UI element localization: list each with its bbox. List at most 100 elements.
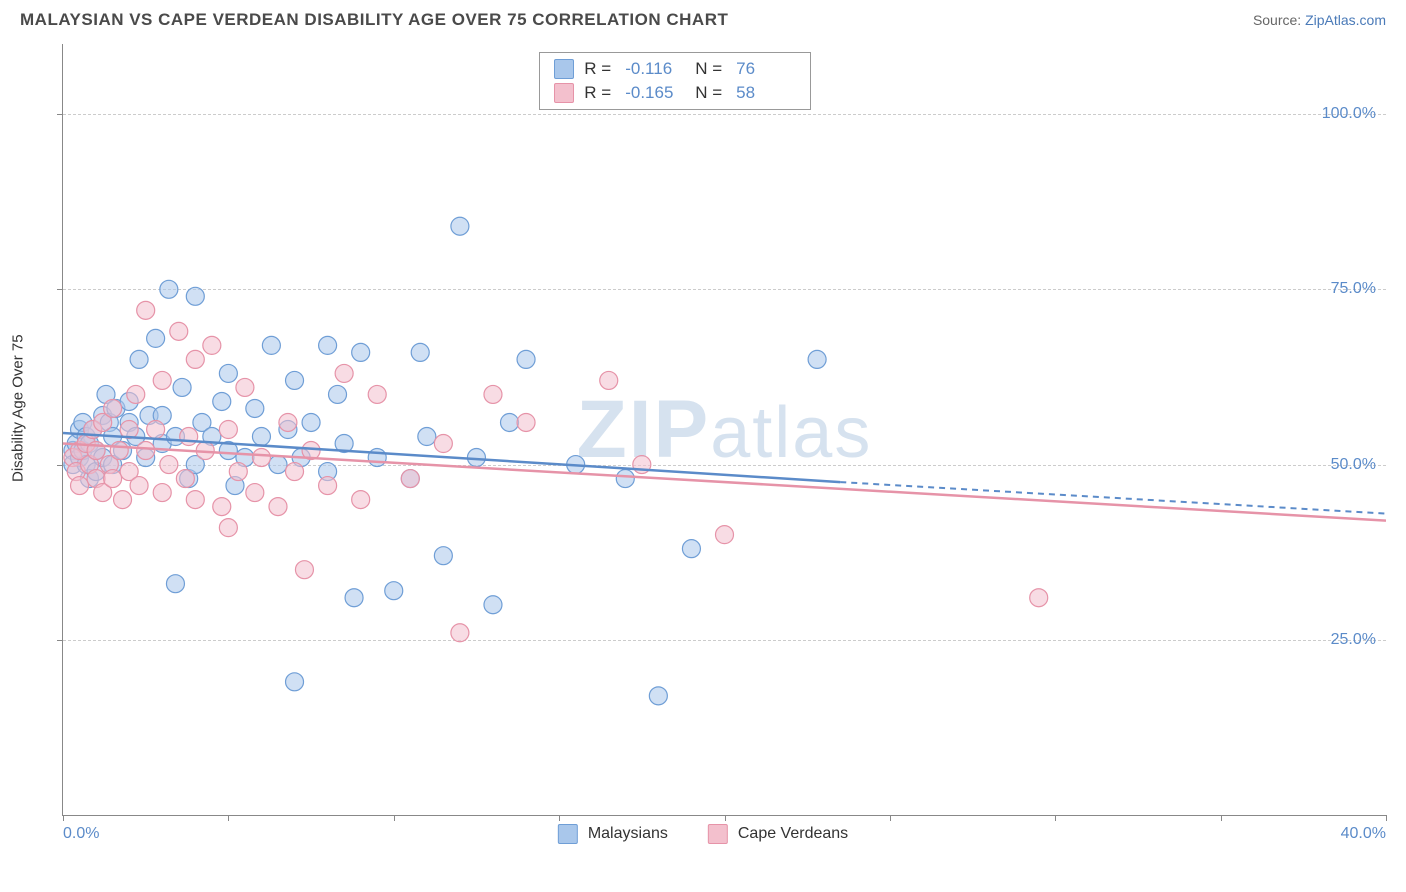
scatter-point — [716, 526, 734, 544]
scatter-point — [213, 392, 231, 410]
scatter-point — [451, 624, 469, 642]
scatter-point — [279, 413, 297, 431]
legend-n-label: N = — [695, 59, 722, 79]
scatter-point — [147, 329, 165, 347]
x-tick-label: 40.0% — [1341, 825, 1386, 843]
scatter-point — [345, 589, 363, 607]
scatter-point — [286, 463, 304, 481]
source-link[interactable]: ZipAtlas.com — [1305, 12, 1386, 28]
trend-line-extrapolated — [840, 482, 1386, 514]
scatter-point — [229, 463, 247, 481]
y-axis-label: Disability Age Over 75 — [10, 334, 27, 482]
scatter-point — [352, 343, 370, 361]
legend-swatch-icon — [554, 59, 574, 79]
legend-series-label: Cape Verdeans — [738, 825, 848, 843]
legend-n-label: N = — [695, 83, 722, 103]
x-tick-mark — [1221, 815, 1222, 821]
scatter-point — [434, 435, 452, 453]
plot-area: ZIPatlas R = -0.116 N = 76 R = -0.165 N … — [62, 44, 1386, 816]
scatter-point — [127, 385, 145, 403]
scatter-point — [319, 336, 337, 354]
legend-r-value: -0.116 — [625, 59, 685, 79]
scatter-point — [418, 428, 436, 446]
scatter-point — [71, 477, 89, 495]
x-tick-mark — [228, 815, 229, 821]
trend-line — [63, 444, 1386, 521]
scatter-point — [295, 561, 313, 579]
scatter-point — [246, 399, 264, 417]
scatter-point — [517, 413, 535, 431]
x-tick-mark — [63, 815, 64, 821]
scatter-point — [246, 484, 264, 502]
scatter-point — [147, 421, 165, 439]
legend-swatch-icon — [708, 824, 728, 844]
plot-svg — [63, 44, 1386, 815]
scatter-point — [616, 470, 634, 488]
x-tick-mark — [1055, 815, 1056, 821]
legend-series-label: Malaysians — [588, 825, 668, 843]
scatter-point — [451, 217, 469, 235]
scatter-point — [213, 498, 231, 516]
scatter-point — [286, 371, 304, 389]
legend-row: R = -0.165 N = 58 — [554, 81, 796, 105]
scatter-point — [166, 575, 184, 593]
legend-n-value: 76 — [736, 59, 796, 79]
x-tick-mark — [1386, 815, 1387, 821]
legend-r-value: -0.165 — [625, 83, 685, 103]
legend-item: Malaysians — [558, 824, 668, 844]
scatter-point — [170, 322, 188, 340]
scatter-point — [649, 687, 667, 705]
scatter-point — [501, 413, 519, 431]
scatter-point — [302, 413, 320, 431]
scatter-point — [104, 470, 122, 488]
scatter-point — [173, 378, 191, 396]
scatter-point — [153, 484, 171, 502]
chart-title: MALAYSIAN VS CAPE VERDEAN DISABILITY AGE… — [20, 10, 728, 30]
scatter-point — [517, 350, 535, 368]
scatter-point — [411, 343, 429, 361]
scatter-point — [176, 470, 194, 488]
legend-item: Cape Verdeans — [708, 824, 848, 844]
legend-swatch-icon — [558, 824, 578, 844]
scatter-point — [484, 596, 502, 614]
scatter-point — [114, 491, 132, 509]
x-tick-mark — [890, 815, 891, 821]
scatter-point — [352, 491, 370, 509]
scatter-point — [130, 350, 148, 368]
scatter-point — [219, 364, 237, 382]
scatter-point — [335, 364, 353, 382]
scatter-point — [329, 385, 347, 403]
series-legend: Malaysians Cape Verdeans — [558, 824, 848, 844]
x-tick-mark — [725, 815, 726, 821]
scatter-point — [484, 385, 502, 403]
scatter-point — [203, 336, 221, 354]
scatter-point — [368, 385, 386, 403]
correlation-legend: R = -0.116 N = 76 R = -0.165 N = 58 — [539, 52, 811, 110]
scatter-point — [434, 547, 452, 565]
legend-r-label: R = — [584, 59, 611, 79]
scatter-point — [252, 428, 270, 446]
legend-n-value: 58 — [736, 83, 796, 103]
scatter-point — [186, 287, 204, 305]
scatter-point — [385, 582, 403, 600]
legend-swatch-icon — [554, 83, 574, 103]
scatter-point — [104, 399, 122, 417]
source-attribution: Source: ZipAtlas.com — [1253, 12, 1386, 28]
scatter-point — [180, 428, 198, 446]
scatter-point — [401, 470, 419, 488]
scatter-point — [262, 336, 280, 354]
scatter-point — [252, 449, 270, 467]
scatter-point — [186, 491, 204, 509]
scatter-point — [160, 456, 178, 474]
x-tick-mark — [394, 815, 395, 821]
scatter-point — [682, 540, 700, 558]
scatter-point — [269, 456, 287, 474]
scatter-point — [160, 280, 178, 298]
scatter-point — [236, 378, 254, 396]
legend-row: R = -0.116 N = 76 — [554, 57, 796, 81]
scatter-point — [600, 371, 618, 389]
scatter-point — [808, 350, 826, 368]
scatter-point — [130, 477, 148, 495]
x-tick-label: 0.0% — [63, 825, 99, 843]
scatter-point — [186, 350, 204, 368]
